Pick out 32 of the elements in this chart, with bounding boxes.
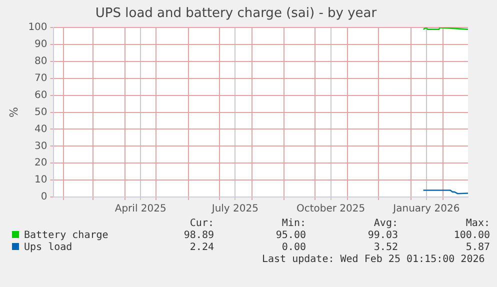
text: Max: [464, 218, 490, 230]
x-tick-label: April 2025 [114, 204, 166, 215]
text: 98.89 [182, 230, 214, 242]
text: 99.03 [366, 230, 398, 242]
y-tick-label: 80 [34, 56, 48, 68]
y-tick-label: 10 [34, 174, 48, 186]
text: Min: [280, 218, 306, 230]
y-tick-label: 50 [34, 106, 48, 118]
y-axis-title: % [7, 107, 20, 118]
text: 0.00 [280, 242, 306, 254]
y-tick-label: 40 [34, 124, 48, 135]
text: Avg: [372, 218, 398, 230]
y-tick-label: 70 [34, 73, 48, 84]
y-tick-label: 30 [34, 140, 48, 152]
y-tick-label: 20 [34, 158, 48, 169]
y-tick-label: 100 [28, 22, 48, 34]
chart-title: UPS load and battery charge (sai) - by year [95, 6, 378, 22]
text: 5.87 [464, 242, 490, 254]
y-tick-label: 60 [34, 90, 48, 101]
legend-label: Ups load [24, 242, 72, 253]
text: 100.00 [452, 230, 490, 242]
x-tick-label: January 2026 [392, 204, 460, 215]
text: Last update: Wed Feb 25 01:15:00 2026 [261, 254, 486, 266]
text: Cur: [188, 218, 214, 230]
y-tick-label: 90 [34, 39, 48, 50]
y-tick-label: 0 [40, 192, 48, 203]
text: 95.00 [274, 230, 306, 242]
x-tick-label: October 2025 [296, 204, 366, 215]
text: 2.24 [188, 242, 214, 254]
x-tick-label: July 2025 [210, 204, 258, 215]
text: 3.52 [372, 242, 398, 254]
legend-label: Battery charge [24, 230, 108, 241]
